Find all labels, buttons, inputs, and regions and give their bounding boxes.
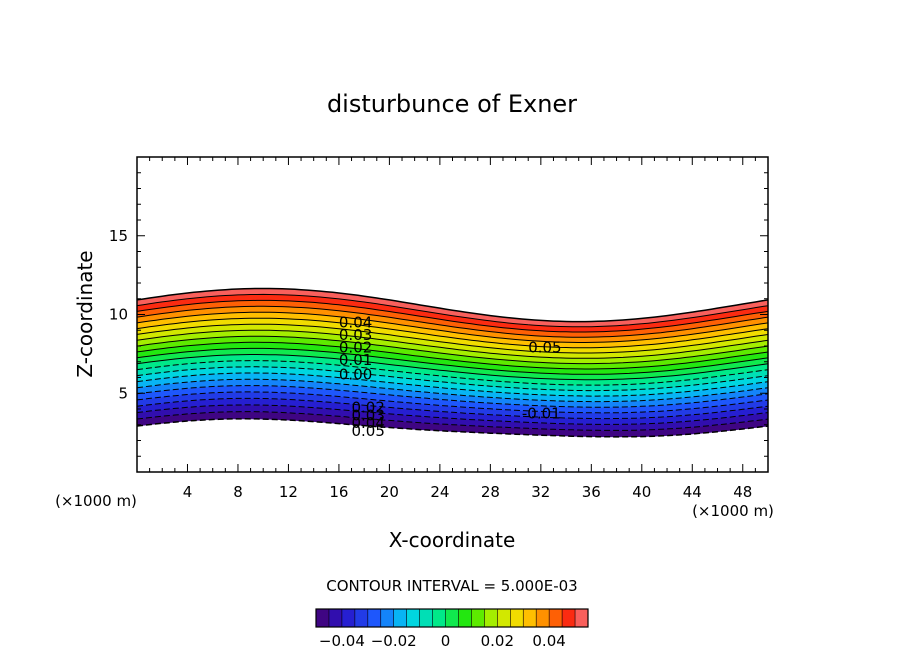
x-unit-label-right: (×1000 m) [692, 502, 774, 520]
colorbar-tick-label: 0.04 [532, 632, 565, 650]
colorbar-cell [510, 609, 524, 627]
contour-line-negative [137, 411, 768, 431]
colorbar-cell [445, 609, 459, 627]
y-axis-label: Z-coordinate [73, 250, 97, 377]
x-tick-label: 12 [279, 483, 298, 501]
colorbar-cell [458, 609, 472, 627]
contour-label: 0.02 [352, 398, 385, 416]
y-tick-label: 5 [118, 384, 128, 402]
contour-line [137, 347, 768, 375]
colorbar-cell [497, 609, 511, 627]
x-unit-label-left: (×1000 m) [55, 492, 137, 510]
colorbar-cell [562, 609, 576, 627]
contour-line [137, 287, 768, 323]
contour-line [137, 299, 768, 333]
colorbar-cell [523, 609, 537, 627]
contour-label: 0.00 [339, 365, 372, 383]
x-tick-label: 4 [183, 483, 193, 501]
contour-label: 0.03 [339, 326, 372, 344]
colorbar-tick-label: 0.02 [481, 632, 514, 650]
contour-label: 0.01 [339, 351, 372, 369]
x-tick-label: 44 [683, 483, 702, 501]
colorbar-cell [432, 609, 446, 627]
colorbar-frame [315, 608, 589, 628]
contour-line-negative [137, 418, 768, 438]
colorbar-cell [354, 609, 369, 627]
x-tick-label: 28 [481, 483, 500, 501]
colorbar-tick-label: −0.04 [319, 632, 365, 650]
contour-line [137, 293, 768, 328]
contour-line [137, 341, 768, 370]
x-tick-label: 36 [582, 483, 601, 501]
y-axis: 5 10 15 [109, 172, 768, 457]
contour-interval-text: CONTOUR INTERVAL = 5.000E-03 [326, 577, 577, 595]
colorbar-cell [549, 609, 563, 627]
contour-line [137, 317, 768, 349]
contour-line-negative [137, 378, 768, 403]
colorbar-tick-labels: −0.04 −0.02 0 0.02 0.04 [319, 632, 566, 650]
contour-line [137, 335, 768, 365]
colorbar [315, 608, 589, 628]
contour-label: 0.04 [352, 414, 385, 432]
colorbar-cell [484, 609, 498, 627]
contour-line-negative [137, 391, 768, 414]
x-tick-label: 48 [733, 483, 752, 501]
x-tick-label: 40 [632, 483, 651, 501]
contour-line-negative [137, 360, 768, 386]
x-tick-label: 32 [531, 483, 550, 501]
x-axis-label: X-coordinate [389, 528, 516, 552]
contour-line [137, 329, 768, 359]
contour-line [137, 323, 768, 354]
contour-lines [137, 287, 768, 438]
colorbar-tick-label: 0 [441, 632, 451, 650]
contour-label: 0.05 [528, 339, 561, 357]
colorbar-cell [380, 609, 395, 627]
colorbar-cell [316, 609, 330, 627]
y-tick-label: 15 [109, 227, 128, 245]
contour-label: 0.03 [352, 406, 385, 424]
x-tick-label: 24 [430, 483, 449, 501]
colorbar-cell [393, 609, 408, 627]
chart-title: disturbunce of Exner [327, 90, 577, 118]
contour-line-negative [137, 366, 768, 392]
colorbar-cell [367, 609, 382, 627]
contour-line-negative [137, 397, 768, 420]
y-tick-label: 10 [109, 306, 128, 324]
colorbar-cell [536, 609, 550, 627]
x-tick-label: 20 [380, 483, 399, 501]
colorbar-cell [406, 609, 421, 627]
contour-label: 0.02 [339, 339, 372, 357]
colorbar-cell [328, 609, 343, 627]
x-axis: 4 8 12 16 20 24 28 32 36 40 44 48 [149, 157, 756, 501]
contour-line-negative [137, 385, 768, 408]
x-tick-label: 8 [233, 483, 243, 501]
contour-label: 0.05 [352, 422, 385, 440]
x-tick-label: 16 [329, 483, 348, 501]
contour-label: -0.01 [522, 405, 561, 423]
contour-label: 0.04 [339, 313, 372, 331]
contour-line [137, 354, 768, 381]
contour-line [137, 305, 768, 338]
contour-line-negative [137, 404, 768, 425]
colorbar-cell [419, 609, 433, 627]
contour-line [137, 311, 768, 343]
contour-labels: 0.040.030.020.010.000.020.030.040.050.05… [339, 313, 562, 440]
colorbar-tick-label: −0.02 [371, 632, 417, 650]
colorbar-cell [575, 609, 589, 627]
contour-line-negative [137, 372, 768, 397]
colorbar-cell [471, 609, 485, 627]
colorbar-cell [341, 609, 356, 627]
